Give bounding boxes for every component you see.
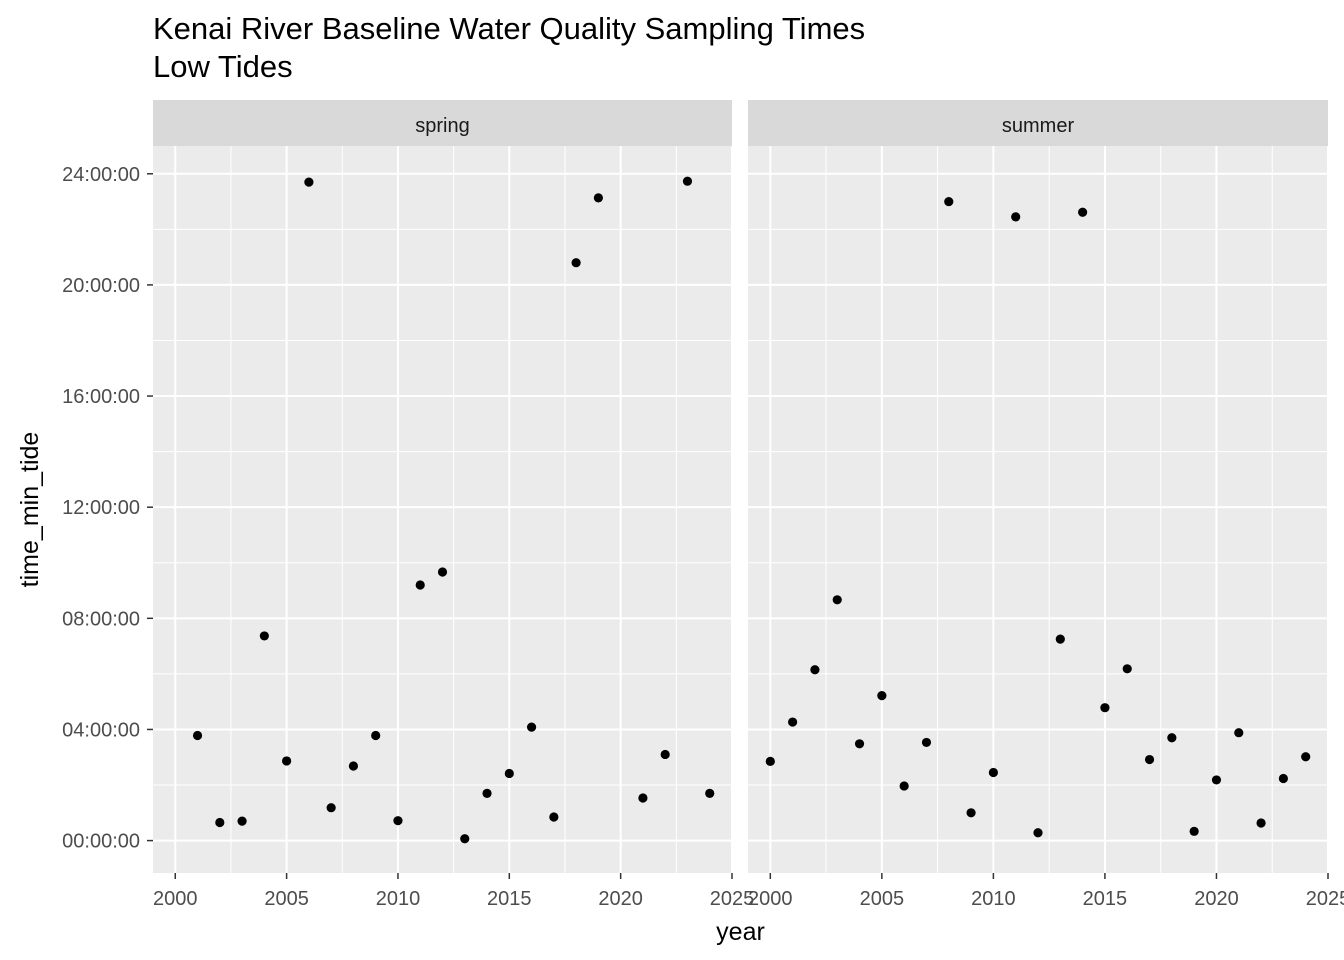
data-point <box>1144 754 1155 765</box>
data-point <box>1011 212 1021 222</box>
y-axis-title: time_min_tide <box>16 432 44 588</box>
x-tick-label: 2000 <box>153 888 198 910</box>
data-point <box>326 803 336 813</box>
data-point <box>1211 775 1222 785</box>
data-point <box>1189 826 1199 836</box>
data-point <box>304 177 314 187</box>
data-point <box>1301 752 1311 762</box>
data-point <box>526 722 537 732</box>
x-tick-label: 2000 <box>748 888 793 910</box>
y-tick-label: 08:00:00 <box>62 608 140 630</box>
x-tick-label: 2025 <box>1306 888 1344 910</box>
y-tick-label: 00:00:00 <box>62 831 140 853</box>
data-point <box>482 788 492 798</box>
y-tick-label: 12:00:00 <box>62 497 140 519</box>
panel-background <box>748 146 1328 873</box>
y-tick-label: 04:00:00 <box>62 719 140 741</box>
data-point <box>549 812 559 822</box>
data-point <box>966 808 976 818</box>
data-point <box>593 193 603 203</box>
x-tick-label: 2020 <box>598 888 643 910</box>
data-point <box>899 781 909 791</box>
data-point <box>1122 664 1132 674</box>
data-point <box>638 793 648 803</box>
data-point <box>1167 733 1177 743</box>
data-point <box>393 816 403 826</box>
data-point <box>810 665 820 675</box>
data-point <box>192 730 203 741</box>
y-tick-label: 20:00:00 <box>62 275 140 297</box>
x-axis-title: year <box>716 918 765 946</box>
x-tick-label: 2020 <box>1194 888 1239 910</box>
data-point <box>282 756 292 766</box>
data-point <box>259 631 269 641</box>
y-tick-label: 24:00:00 <box>62 164 140 186</box>
chart-title: Kenai River Baseline Water Quality Sampl… <box>153 11 866 46</box>
facet-strip-label: summer <box>1002 115 1075 137</box>
panel-background <box>153 146 732 873</box>
data-point <box>1100 703 1110 713</box>
data-point <box>988 767 998 778</box>
data-point <box>1078 207 1088 217</box>
chart-subtitle: Low Tides <box>153 49 293 84</box>
x-tick-label: 2025 <box>710 888 755 910</box>
data-point <box>705 788 715 798</box>
data-point <box>437 567 448 577</box>
data-point <box>832 595 842 605</box>
data-point <box>215 817 225 828</box>
data-point <box>1278 773 1288 784</box>
data-point <box>1033 828 1043 838</box>
data-point <box>571 258 581 268</box>
x-tick-label: 2005 <box>264 888 309 910</box>
data-point <box>921 737 932 748</box>
data-point <box>1256 818 1266 828</box>
data-point <box>371 730 381 741</box>
data-point <box>348 761 359 771</box>
data-point <box>1055 634 1065 644</box>
x-tick-label: 2015 <box>487 888 532 910</box>
data-point <box>460 834 470 844</box>
data-point <box>854 739 865 749</box>
data-point <box>1234 728 1244 738</box>
data-point <box>765 756 775 767</box>
x-tick-label: 2005 <box>860 888 905 910</box>
data-point <box>660 749 670 760</box>
facet-strip-label: spring <box>415 115 469 137</box>
data-point <box>877 691 887 701</box>
facet-strip <box>748 100 1328 146</box>
x-tick-label: 2010 <box>376 888 421 910</box>
y-tick-label: 16:00:00 <box>62 386 140 408</box>
data-point <box>944 196 954 207</box>
facet-strip <box>153 100 732 146</box>
x-tick-label: 2015 <box>1083 888 1128 910</box>
data-point <box>682 176 693 186</box>
data-point <box>504 768 514 779</box>
x-tick-label: 2010 <box>971 888 1016 910</box>
data-point <box>237 816 247 826</box>
data-point <box>788 717 798 727</box>
data-point <box>415 580 425 590</box>
